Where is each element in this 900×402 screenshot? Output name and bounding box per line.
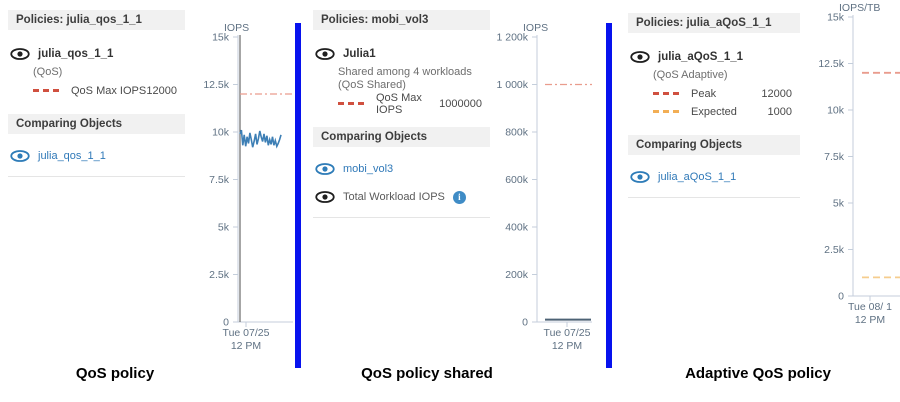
caption-qos-policy-shared: QoS policy shared: [361, 365, 493, 382]
svg-text:800k: 800k: [505, 127, 529, 139]
workload-row[interactable]: Julia1: [313, 46, 490, 62]
comparing-item-label: Total Workload IOPS: [343, 191, 445, 203]
svg-text:10k: 10k: [212, 127, 230, 139]
separator: [628, 197, 800, 198]
svg-text:2.5k: 2.5k: [824, 244, 845, 256]
eye-icon[interactable]: [315, 48, 335, 60]
svg-text:7.5k: 7.5k: [824, 151, 845, 163]
workload-name: julia_aQoS_1_1: [658, 51, 744, 63]
peak-dash-swatch: [653, 92, 679, 95]
eye-icon[interactable]: [630, 51, 650, 63]
legend-label: QoS Max IOPS: [376, 91, 422, 116]
policies-header: Policies: julia_aQoS_1_1: [628, 13, 800, 33]
expected-dash-swatch: [653, 110, 679, 113]
comparing-objects-header: Comparing Objects: [313, 127, 490, 147]
eye-icon[interactable]: [315, 191, 335, 203]
comparing-item[interactable]: julia_aQoS_1_1: [628, 169, 800, 185]
workload-name: julia_qos_1_1: [38, 48, 114, 60]
comparing-item[interactable]: mobi_vol3: [313, 161, 490, 177]
svg-text:Tue 08/ 1: Tue 08/ 1: [848, 301, 892, 313]
legend-label: Peak: [691, 87, 717, 100]
separator: [8, 176, 185, 177]
legend-panel-adaptive-qos: Policies: julia_aQoS_1_1 julia_aQoS_1_1 …: [628, 13, 800, 198]
eye-icon[interactable]: [10, 150, 30, 162]
legend-row-qos-max: QoS Max IOPS 12000: [8, 83, 185, 98]
caption-qos-policy: QoS policy: [75, 365, 155, 382]
svg-text:IOPS: IOPS: [224, 22, 249, 34]
workload-subtitle: (QoS): [33, 66, 63, 78]
comparing-item-link[interactable]: mobi_vol3: [343, 163, 394, 175]
legend-label: Expected: [691, 105, 737, 118]
svg-text:12 PM: 12 PM: [855, 314, 885, 326]
legend-label: QoS Max IOPS: [71, 84, 147, 97]
svg-text:5k: 5k: [218, 222, 230, 234]
svg-text:7.5k: 7.5k: [209, 174, 230, 186]
legend-row-peak: Peak 12000: [628, 86, 800, 101]
comparing-objects-header: Comparing Objects: [8, 114, 185, 134]
eye-icon[interactable]: [630, 171, 650, 183]
svg-text:2.5k: 2.5k: [209, 269, 230, 281]
workload-subtitle: Shared among 4 workloads (QoS Shared): [338, 66, 472, 91]
panel-divider: [295, 23, 301, 368]
legend-value: 1000: [767, 105, 792, 118]
svg-text:Tue 07/25: Tue 07/25: [544, 327, 591, 339]
svg-text:10k: 10k: [827, 105, 845, 117]
workload-name: Julia1: [343, 48, 376, 60]
separator: [313, 217, 490, 218]
svg-text:IOPS/TB: IOPS/TB: [839, 2, 880, 14]
workload-row[interactable]: julia_qos_1_1: [8, 46, 185, 62]
policies-header: Policies: julia_qos_1_1: [8, 10, 185, 30]
comparing-item[interactable]: Total Workload IOPS: [313, 189, 490, 205]
legend-value: 12000: [761, 87, 792, 100]
svg-text:5k: 5k: [833, 198, 845, 210]
legend-value: 1000000: [439, 97, 482, 110]
svg-text:0: 0: [838, 291, 844, 303]
svg-text:15k: 15k: [212, 32, 230, 44]
svg-text:15k: 15k: [827, 12, 845, 24]
svg-text:1 200k: 1 200k: [496, 32, 528, 44]
workload-subtitle: (QoS Adaptive): [653, 69, 728, 81]
svg-text:12 PM: 12 PM: [552, 340, 582, 352]
legend-row-expected: Expected 1000: [628, 104, 800, 119]
svg-text:12.5k: 12.5k: [203, 79, 229, 91]
qos-max-dash-swatch: [33, 89, 59, 92]
svg-text:1 000k: 1 000k: [496, 79, 528, 91]
svg-text:IOPS: IOPS: [523, 22, 548, 34]
legend-row-qos-max: QoS Max IOPS 1000000: [313, 92, 490, 116]
svg-text:12 PM: 12 PM: [231, 340, 261, 352]
qos-max-dash-swatch: [338, 102, 364, 105]
svg-text:0: 0: [522, 317, 528, 329]
comparing-item-link[interactable]: julia_aQoS_1_1: [658, 171, 737, 183]
eye-icon[interactable]: [10, 48, 30, 60]
policies-header: Policies: mobi_vol3: [313, 10, 490, 30]
svg-text:0: 0: [223, 317, 229, 329]
legend-panel-qos-shared: Policies: mobi_vol3 Julia1 Shared among …: [313, 10, 490, 218]
legend-value: 12000: [146, 84, 177, 97]
eye-icon[interactable]: [315, 163, 335, 175]
svg-text:200k: 200k: [505, 269, 529, 281]
caption-adaptive-qos-policy: Adaptive QoS policy: [685, 365, 831, 382]
comparing-objects-header: Comparing Objects: [628, 135, 800, 155]
legend-panel-qos: Policies: julia_qos_1_1 julia_qos_1_1 (Q…: [8, 10, 185, 177]
info-icon[interactable]: [452, 190, 466, 204]
panel-divider: [606, 23, 612, 368]
comparing-item[interactable]: julia_qos_1_1: [8, 148, 185, 164]
comparing-item-link[interactable]: julia_qos_1_1: [38, 150, 106, 162]
workload-row[interactable]: julia_aQoS_1_1: [628, 49, 800, 65]
svg-text:400k: 400k: [505, 222, 529, 234]
svg-text:Tue 07/25: Tue 07/25: [223, 327, 270, 339]
svg-text:600k: 600k: [505, 174, 529, 186]
svg-text:12.5k: 12.5k: [818, 58, 844, 70]
